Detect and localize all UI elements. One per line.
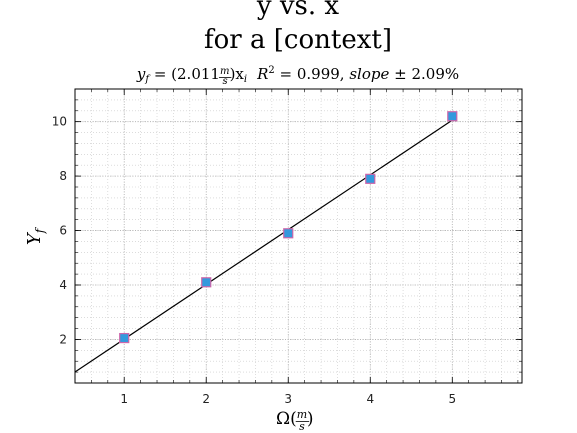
ylabel-sub: f <box>33 226 47 234</box>
x-tick-label: 3 <box>284 392 292 406</box>
subtitle-lhs-sub: f <box>144 74 151 85</box>
y-axis-label: Yf <box>24 226 47 245</box>
plot-area <box>74 88 523 384</box>
grid-major <box>75 89 522 383</box>
subtitle-eq-close: )x <box>230 65 245 83</box>
data-point <box>283 228 294 239</box>
y-tick-label: 4 <box>59 278 67 292</box>
xlabel-den: s <box>299 420 305 433</box>
xlabel-num: m <box>297 408 307 421</box>
xlabel-close: ) <box>307 409 314 429</box>
subtitle-unit-num: m <box>220 66 229 77</box>
tick-labels: 1 2 3 4 5 2 4 6 8 10 <box>52 115 456 406</box>
y-tick-label: 2 <box>59 332 67 346</box>
subtitle-unit-den: s <box>222 76 227 87</box>
x-axis-label: Ω(m s) <box>276 408 313 433</box>
subtitle-r2-label: R <box>256 65 268 83</box>
chart-subtitle: yf = (2.011m s)xi R2 = 0.999, slope ± 2.09… <box>136 65 459 87</box>
points-layer <box>119 111 458 344</box>
chart-title-line2: for a [context] <box>204 25 392 55</box>
x-tick-label: 5 <box>448 392 456 406</box>
subtitle-r2-value: = 0.999, <box>275 65 350 83</box>
plot-frame <box>74 88 523 384</box>
y-tick-label: 10 <box>52 115 67 129</box>
subtitle-eq-close-sub: i <box>244 74 247 85</box>
subtitle-slope-label: slope <box>349 65 389 83</box>
data-point <box>447 111 458 122</box>
data-point <box>201 277 212 288</box>
data-point <box>119 332 130 344</box>
chart-title-line1: y vs. x <box>256 0 340 21</box>
y-tick-label: 8 <box>59 169 67 183</box>
fit-line <box>74 119 453 373</box>
x-tick-label: 2 <box>202 392 210 406</box>
subtitle-r2-sup: 2 <box>268 65 274 76</box>
x-tick-label: 1 <box>120 392 128 406</box>
data-point <box>365 173 376 184</box>
y-tick-label: 6 <box>59 224 67 238</box>
ylabel-main: Y <box>24 231 45 245</box>
subtitle-slope-value: ± 2.09% <box>389 65 459 83</box>
xlabel-main: Ω( <box>276 409 297 429</box>
subtitle-lhs: y <box>136 65 146 83</box>
fit-layer <box>74 119 453 373</box>
subtitle-eq-open: = (2.011 <box>149 65 220 83</box>
x-tick-label: 4 <box>366 392 374 406</box>
